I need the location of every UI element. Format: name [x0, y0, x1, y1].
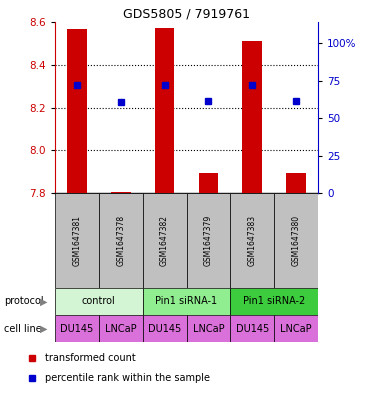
Text: percentile rank within the sample: percentile rank within the sample: [45, 373, 210, 383]
Text: ▶: ▶: [40, 323, 47, 334]
Bar: [230, 315, 274, 342]
Text: control: control: [82, 296, 116, 307]
Bar: [143, 193, 187, 288]
Text: LNCaP: LNCaP: [193, 323, 224, 334]
Bar: [143, 288, 230, 315]
Bar: [230, 288, 318, 315]
Bar: [230, 193, 274, 288]
Bar: [111, 192, 131, 193]
Text: cell line: cell line: [4, 323, 42, 334]
Bar: [155, 28, 174, 193]
Bar: [55, 193, 99, 288]
Text: LNCaP: LNCaP: [280, 323, 312, 334]
Bar: [99, 193, 143, 288]
Text: Pin1 siRNA-2: Pin1 siRNA-2: [243, 296, 305, 307]
Text: GSM1647378: GSM1647378: [116, 215, 125, 266]
Text: Pin1 siRNA-1: Pin1 siRNA-1: [155, 296, 217, 307]
Text: GSM1647381: GSM1647381: [72, 215, 81, 266]
Bar: [143, 315, 187, 342]
Bar: [198, 173, 218, 193]
Text: GSM1647379: GSM1647379: [204, 215, 213, 266]
Bar: [99, 315, 143, 342]
Text: GSM1647380: GSM1647380: [292, 215, 301, 266]
Text: transformed count: transformed count: [45, 353, 136, 363]
Text: GSM1647382: GSM1647382: [160, 215, 169, 266]
Bar: [67, 29, 87, 193]
Bar: [187, 193, 230, 288]
Text: DU145: DU145: [236, 323, 269, 334]
Text: LNCaP: LNCaP: [105, 323, 137, 334]
Bar: [55, 315, 99, 342]
Bar: [286, 173, 306, 193]
Bar: [274, 315, 318, 342]
Text: ▶: ▶: [40, 296, 47, 307]
Title: GDS5805 / 7919761: GDS5805 / 7919761: [123, 8, 250, 21]
Bar: [55, 288, 143, 315]
Text: DU145: DU145: [60, 323, 93, 334]
Text: protocol: protocol: [4, 296, 43, 307]
Bar: [187, 315, 230, 342]
Bar: [242, 41, 262, 193]
Text: GSM1647383: GSM1647383: [248, 215, 257, 266]
Text: DU145: DU145: [148, 323, 181, 334]
Bar: [274, 193, 318, 288]
